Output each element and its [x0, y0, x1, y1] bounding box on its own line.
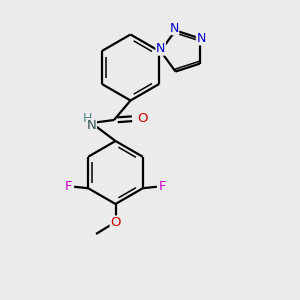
- Text: N: N: [196, 32, 206, 45]
- Text: F: F: [64, 180, 72, 193]
- Text: O: O: [137, 112, 148, 125]
- Text: N: N: [169, 22, 179, 34]
- Text: H: H: [82, 112, 92, 125]
- Text: N: N: [87, 119, 96, 132]
- Text: F: F: [159, 180, 166, 193]
- Text: O: O: [110, 216, 121, 229]
- Text: N: N: [156, 42, 165, 55]
